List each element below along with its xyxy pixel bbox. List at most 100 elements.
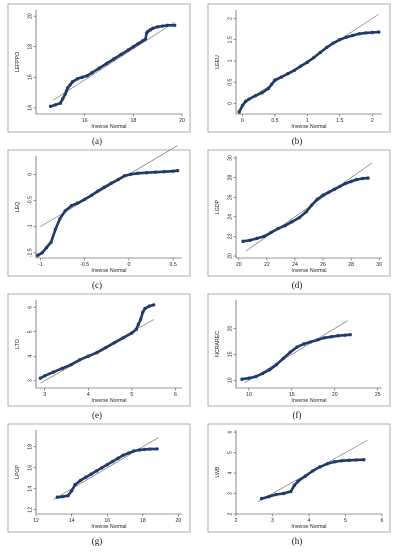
panel-label-g: (g) xyxy=(91,536,103,546)
x-axis-title: Inverse Normal xyxy=(291,398,326,404)
data-point xyxy=(128,172,133,177)
data-point xyxy=(95,350,99,355)
y-tick-label: 6 xyxy=(228,430,234,433)
data-point xyxy=(112,57,116,61)
y-tick-label: -1.5 xyxy=(28,248,34,257)
y-tick-label: 14 xyxy=(28,486,34,492)
data-point xyxy=(142,447,147,452)
reference-line xyxy=(52,21,175,101)
panel-label-f: (f) xyxy=(292,410,302,420)
data-point xyxy=(58,101,63,105)
panel-frame xyxy=(207,149,391,277)
x-tick-label: 2 xyxy=(371,118,374,124)
data-point xyxy=(104,61,109,66)
data-point xyxy=(40,251,44,255)
y-tick-label: 16 xyxy=(28,465,34,471)
data-point xyxy=(241,239,245,244)
x-tick-label: 20 xyxy=(176,518,182,524)
data-point xyxy=(61,494,65,499)
data-point xyxy=(126,451,131,455)
data-point xyxy=(331,41,336,45)
data-point xyxy=(325,462,329,466)
data-point xyxy=(349,179,353,184)
x-tick-label: 14 xyxy=(69,518,75,524)
data-point xyxy=(315,197,320,201)
data-point xyxy=(332,460,337,464)
qq-plot-panel-0: 16 18 20 14 16 18 20 Inverse Normal LEFPPO xyxy=(7,3,191,133)
y-tick-label: 0 xyxy=(228,102,234,105)
data-point xyxy=(78,478,83,483)
x-tick-label: 30 xyxy=(376,262,382,268)
y-tick-label: 26 xyxy=(228,194,234,200)
data-point xyxy=(253,94,258,98)
y-tick-label: -0.5 xyxy=(28,196,34,205)
data-point xyxy=(136,41,140,46)
data-point xyxy=(269,230,273,235)
y-tick-label: 15 xyxy=(228,351,234,357)
y-tick-label: 20 xyxy=(228,325,234,331)
x-axis-title: Inverse Normal xyxy=(91,124,126,130)
data-point xyxy=(131,45,136,49)
data-point xyxy=(322,336,327,340)
data-point xyxy=(90,193,94,197)
data-point xyxy=(136,322,141,327)
x-axis-title: Inverse Normal xyxy=(91,398,126,404)
y-axis-title: LGDP xyxy=(215,199,221,214)
data-point xyxy=(43,374,47,378)
y-axis-title: LEQ xyxy=(15,202,21,212)
data-point xyxy=(240,103,245,108)
data-point xyxy=(290,220,294,224)
data-point xyxy=(305,60,310,64)
data-point xyxy=(44,245,49,250)
data-point xyxy=(318,50,323,55)
data-point xyxy=(80,75,84,79)
x-tick-label: 20 xyxy=(179,118,185,124)
data-point xyxy=(53,227,58,231)
data-point xyxy=(148,28,153,32)
data-point xyxy=(364,31,368,35)
qq-plot-panel-6: 12 14 16 18 20 12 14 16 18 Inverse Normal LPOP xyxy=(7,423,191,533)
x-tick-label: 22 xyxy=(264,262,270,268)
x-tick-label: 6 xyxy=(381,518,384,524)
panel-label-d: (d) xyxy=(291,280,303,290)
y-tick-label: 20 xyxy=(228,253,234,259)
data-point xyxy=(130,331,134,335)
data-point xyxy=(332,187,336,192)
y-axis-title: NCRAREC xyxy=(215,331,221,357)
data-point xyxy=(295,345,299,349)
data-point xyxy=(63,209,67,213)
y-axis-title: LEEU xyxy=(215,55,221,69)
data-point xyxy=(247,97,251,101)
y-tick-label: 12 xyxy=(28,507,34,513)
x-tick-label: 3 xyxy=(43,392,46,398)
data-point xyxy=(347,458,351,463)
y-tick-label: 10 xyxy=(228,377,234,383)
x-axis-title: Inverse Normal xyxy=(291,524,326,530)
data-point xyxy=(116,177,120,182)
panel-frame xyxy=(207,423,391,533)
data-point xyxy=(69,203,74,208)
data-point xyxy=(289,489,293,494)
x-tick-label: 3 xyxy=(271,518,274,524)
qq-plot-panel-4: 3 4 5 6 3 4 5 6 Inverse Normal LTO xyxy=(7,293,191,407)
y-tick-label: 2 xyxy=(228,512,234,515)
y-tick-label: 18 xyxy=(28,44,34,50)
y-tick-label: 16 xyxy=(28,74,34,80)
data-point xyxy=(340,459,344,463)
data-point xyxy=(292,483,297,488)
data-point xyxy=(262,234,266,239)
y-tick-label: 5 xyxy=(28,330,34,333)
data-point xyxy=(297,216,301,220)
x-tick-label: 0 xyxy=(241,118,244,124)
x-tick-label: 10 xyxy=(246,392,252,398)
data-point xyxy=(269,82,274,86)
data-point xyxy=(155,25,160,29)
data-point xyxy=(147,304,152,308)
panel-frame xyxy=(7,423,191,533)
data-point xyxy=(310,203,314,207)
data-point xyxy=(273,78,277,82)
data-point xyxy=(96,189,100,193)
data-point xyxy=(283,223,287,228)
data-point xyxy=(247,376,251,380)
